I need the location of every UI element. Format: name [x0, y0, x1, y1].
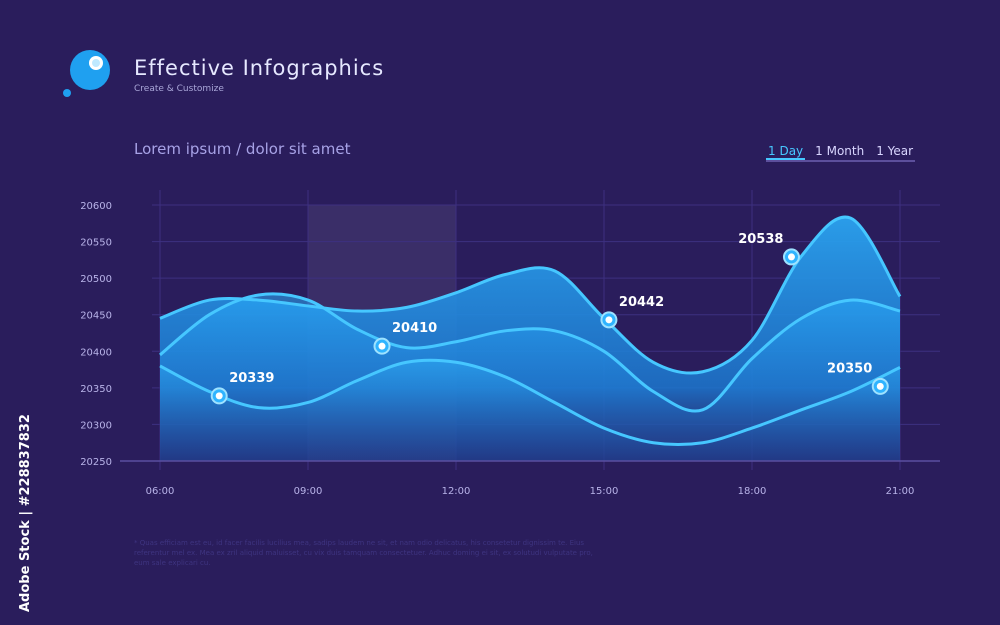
page-subtitle: Create & Customize: [134, 84, 224, 94]
data-point-label: 20339: [229, 371, 274, 386]
x-tick-label: 06:00: [146, 486, 175, 497]
y-tick-label: 20400: [80, 347, 112, 358]
x-tick-label: 18:00: [738, 486, 767, 497]
y-tick-label: 20500: [80, 274, 112, 285]
y-tick-label: 20600: [80, 201, 112, 212]
data-point-center: [378, 342, 386, 350]
footnote-text: * Quas efficiam est eu, id facer facilis…: [134, 539, 593, 567]
data-point-label: 20442: [619, 295, 664, 310]
logo-icon: [63, 50, 110, 97]
side-id-text: Adobe Stock | #228837832: [18, 414, 33, 612]
range-tabs: 1 Day 1 Month 1 Year: [766, 144, 916, 162]
x-tick-label: 12:00: [442, 486, 471, 497]
series-line-2: [159, 292, 901, 413]
series-line-3: [159, 358, 901, 447]
x-tick-label: 15:00: [590, 486, 619, 497]
tab-1-year[interactable]: 1 Year: [876, 144, 914, 158]
data-point-center: [605, 316, 613, 324]
y-tick-label: 20550: [80, 238, 112, 249]
y-tick-label: 20300: [80, 420, 112, 431]
y-tick-label: 20350: [80, 384, 112, 395]
y-tick-label: 20250: [80, 457, 112, 468]
data-point-label: 20538: [738, 232, 783, 247]
x-tick-label: 09:00: [294, 486, 323, 497]
series-area-3: [160, 360, 900, 461]
series-line-1: [159, 215, 902, 375]
data-point-center: [787, 253, 795, 261]
data-point-center: [215, 392, 223, 400]
tab-1-day[interactable]: 1 Day: [768, 144, 804, 158]
side-id-label: Adobe Stock | #228837832: [6, 386, 33, 612]
tab-1-month[interactable]: 1 Month: [815, 144, 865, 158]
page-title: Effective Infographics: [134, 56, 385, 80]
x-tick-label: 21:00: [886, 486, 915, 497]
data-point-label: 20410: [392, 321, 437, 336]
data-point-center: [876, 382, 884, 390]
data-point-label: 20350: [827, 361, 872, 376]
y-tick-label: 20450: [80, 311, 112, 322]
chart-heading: Lorem ipsum / dolor sit amet: [134, 140, 351, 158]
